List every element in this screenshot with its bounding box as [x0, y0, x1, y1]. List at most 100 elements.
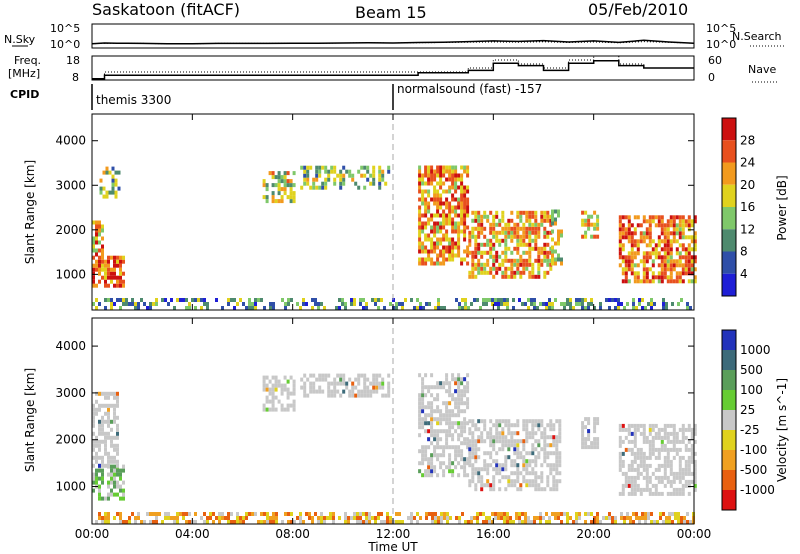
echo-cell: [383, 520, 386, 524]
echo-cell: [102, 170, 106, 175]
echo-cell: [427, 201, 431, 206]
echo-cell: [436, 213, 440, 218]
freq-panel: Freq. [MHz] 18 8 60 0 Nave: [8, 54, 778, 84]
echo-cell: [663, 483, 667, 488]
echo-cell: [687, 447, 691, 452]
echo-cell: [677, 516, 680, 520]
echo-cell: [501, 250, 505, 255]
echo-cell: [289, 187, 293, 192]
echo-cell: [672, 423, 676, 428]
echo-cell: [119, 520, 122, 524]
echo-cell: [642, 263, 646, 268]
echo-cell: [557, 213, 560, 218]
echo-cell: [492, 447, 496, 452]
echo-cell: [645, 439, 649, 444]
echo-cell: [666, 475, 670, 480]
echo-cell: [492, 274, 496, 279]
echo-cell: [548, 516, 551, 520]
echo-cell: [164, 512, 167, 516]
echo-cell: [657, 427, 661, 432]
echo-cell: [488, 298, 491, 302]
echo-cell: [265, 183, 269, 188]
echo-cell: [534, 226, 538, 231]
echo-cell: [678, 227, 682, 232]
colorbar-tick-label: 25: [740, 403, 755, 417]
echo-cell: [421, 257, 425, 262]
echo-cell: [471, 447, 475, 452]
echo-cell: [98, 271, 101, 276]
echo-cell: [418, 421, 422, 426]
echo-cell: [421, 445, 425, 450]
echo-cell: [489, 222, 493, 227]
echo-cell: [305, 512, 308, 516]
echo-cell: [430, 457, 434, 462]
echo-cell: [466, 473, 470, 478]
echo-cell: [474, 214, 478, 219]
echo-cell: [663, 455, 667, 460]
echo-cell: [618, 491, 622, 496]
echo-cell: [95, 283, 98, 288]
echo-cell: [630, 467, 634, 472]
echo-cell: [551, 249, 554, 254]
echo-cell: [418, 397, 422, 402]
echo-cell: [645, 487, 649, 492]
echo-cell: [537, 487, 541, 492]
echo-cell: [99, 186, 103, 191]
echo-cell: [663, 275, 667, 280]
echo-cell: [92, 248, 95, 253]
echo-cell: [534, 471, 538, 476]
echo-cell: [333, 165, 337, 170]
echo-cell: [633, 423, 637, 428]
echo-cell: [428, 512, 431, 516]
echo-cell: [280, 175, 284, 180]
echo-cell: [460, 425, 464, 430]
echo-cell: [457, 377, 461, 382]
echo-cell: [463, 257, 467, 262]
echo-cell: [555, 439, 559, 444]
echo-cell: [483, 234, 487, 239]
echo-cell: [630, 447, 634, 452]
echo-cell: [460, 381, 464, 386]
echo-cell: [386, 512, 389, 516]
echo-cell: [122, 468, 125, 473]
echo-cell: [107, 492, 110, 497]
echo-cell: [471, 258, 475, 263]
echo-cell: [418, 405, 422, 410]
echo-cell: [457, 177, 461, 182]
echo-cell: [436, 165, 440, 170]
echo-cell: [581, 210, 585, 215]
echo-cell: [593, 226, 597, 231]
echo-cell: [448, 209, 452, 214]
echo-cell: [627, 227, 631, 232]
echo-cell: [480, 475, 484, 480]
echo-cell: [575, 302, 578, 306]
noise-series: [91, 39, 695, 45]
echo-cell: [289, 199, 293, 204]
echo-cell: [299, 520, 302, 524]
series-line: [91, 41, 695, 45]
echo-cell: [522, 262, 526, 267]
echo-cell: [457, 185, 461, 190]
echo-cell: [418, 373, 422, 378]
echo-cell: [421, 409, 425, 414]
echo-cell: [227, 512, 230, 516]
echo-cell: [296, 516, 299, 520]
echo-cell: [533, 516, 536, 520]
echo-cell: [122, 488, 125, 493]
echo-cell: [543, 435, 547, 440]
echo-cell: [687, 247, 691, 252]
echo-cell: [666, 231, 670, 236]
echo-cell: [357, 389, 361, 394]
echo-cell: [630, 463, 634, 468]
echo-cell: [268, 171, 272, 176]
echo-cell: [381, 393, 385, 398]
echo-cell: [271, 387, 275, 392]
x-axis: 00:00 04:00 08:00 12:00 16:00 20:00 00:00: [75, 114, 711, 541]
echo-cell: [495, 214, 499, 219]
echo-cell: [662, 302, 665, 306]
echo-cell: [519, 455, 523, 460]
echo-cell: [510, 459, 514, 464]
echo-cell: [686, 512, 689, 516]
echo-cell: [660, 223, 664, 228]
echo-cell: [433, 213, 437, 218]
